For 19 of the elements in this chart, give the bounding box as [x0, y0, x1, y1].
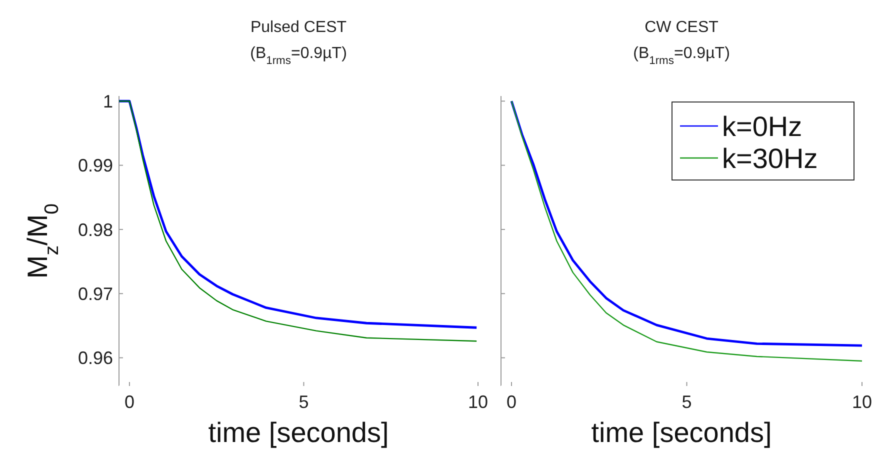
y-tick-label: 1: [102, 91, 113, 112]
x-axis-title: time [seconds]: [208, 417, 389, 448]
y-tick-label: 0.99: [78, 156, 113, 176]
x-tick-label: 10: [468, 392, 488, 412]
legend-label: k=0Hz: [722, 110, 802, 142]
legend-label: k=30Hz: [722, 142, 818, 174]
x-tick-label: 10: [852, 392, 872, 412]
chart-title: Pulsed CEST: [250, 19, 347, 36]
y-tick-label: 0.96: [78, 348, 113, 368]
x-tick-label: 5: [298, 392, 309, 412]
x-axis-title: time [seconds]: [591, 417, 772, 448]
x-tick-label: 0: [506, 392, 517, 412]
x-tick-label: 5: [682, 392, 692, 412]
chart-subtitle: (B$_{1rms}$=0.9µT): [633, 45, 730, 67]
chart-title: CW CEST: [644, 19, 719, 36]
chart-subtitle: (B$_{1rms}$=0.9µT): [250, 45, 347, 67]
x-tick-label: 0: [124, 392, 134, 412]
y-tick-label: 0.97: [78, 284, 113, 304]
y-tick-label: 0.98: [78, 220, 113, 240]
